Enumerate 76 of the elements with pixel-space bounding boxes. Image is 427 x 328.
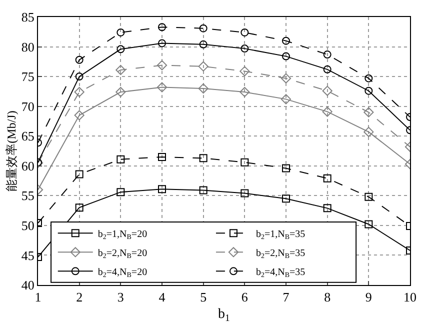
y-tick-label: 75 <box>21 69 34 84</box>
legend-label: b$_{2}$=4,N$_{B}$=35 <box>256 267 306 280</box>
point <box>282 36 290 45</box>
point <box>240 86 250 98</box>
y-tick-label: 65 <box>21 128 34 144</box>
point <box>158 23 166 32</box>
y-tick-label: 60 <box>21 158 34 174</box>
point <box>323 50 332 59</box>
x-tick-label: 10 <box>404 290 416 305</box>
point <box>116 188 125 196</box>
legend-label: b$_{2}$=4,N$_{B}$=20 <box>98 267 148 280</box>
point <box>323 174 332 182</box>
point <box>323 204 332 212</box>
point <box>364 107 374 118</box>
x-tick-label: 7 <box>282 290 290 305</box>
point <box>198 61 208 72</box>
point <box>240 158 249 166</box>
y-tick-label: 40 <box>21 278 34 293</box>
point <box>364 220 373 228</box>
point <box>158 185 166 194</box>
point <box>240 44 249 53</box>
point <box>116 64 126 76</box>
point <box>199 154 208 162</box>
point <box>240 66 250 76</box>
y-axis-title: 能量效率(Mb/J) <box>4 110 19 192</box>
point <box>116 28 125 36</box>
point <box>364 74 373 82</box>
point <box>322 86 332 96</box>
x-axis-title: b$_{1}$ <box>218 306 230 324</box>
point <box>198 83 208 94</box>
legend-label: b$_{2}$=1,N$_{B}$=35 <box>256 229 306 242</box>
y-tick-label: 70 <box>21 98 34 114</box>
point <box>240 189 249 198</box>
point <box>75 170 84 178</box>
point <box>74 86 84 98</box>
point <box>116 86 126 98</box>
x-tick-label: 1 <box>34 290 42 305</box>
point <box>199 186 208 194</box>
point <box>364 126 374 137</box>
point <box>364 86 373 95</box>
y-tick-label: 45 <box>21 248 34 263</box>
point <box>282 52 290 60</box>
point <box>280 94 292 104</box>
point <box>156 60 168 70</box>
point <box>323 65 332 74</box>
x-tick-label: 3 <box>117 290 124 305</box>
x-tick-label: 8 <box>324 290 331 305</box>
legend-label: b$_{2}$=2,N$_{B}$=20 <box>98 248 148 260</box>
x-tick-label: 6 <box>241 290 248 305</box>
y-tick-label: 85 <box>21 10 34 25</box>
point <box>158 152 166 161</box>
y-tick-label: 80 <box>21 39 34 54</box>
point <box>240 28 249 36</box>
point <box>74 110 84 120</box>
x-tick-label: 2 <box>76 290 83 305</box>
point <box>364 192 373 201</box>
x-tick-label: 5 <box>200 290 207 305</box>
point <box>116 155 125 164</box>
point <box>199 40 208 48</box>
point <box>158 39 166 48</box>
legend-label: b$_{2}$=1,N$_{B}$=20 <box>98 229 148 242</box>
legend-label: b$_{2}$=2,N$_{B}$=35 <box>256 248 306 260</box>
point <box>156 82 168 92</box>
point <box>75 72 84 81</box>
point <box>282 194 290 203</box>
point <box>116 45 125 54</box>
x-tick-label: 9 <box>365 290 372 305</box>
point <box>75 204 84 212</box>
y-tick-label: 55 <box>21 188 34 204</box>
point <box>75 56 84 64</box>
point <box>322 106 332 117</box>
point <box>199 24 208 32</box>
point <box>280 73 292 84</box>
y-tick-label: 50 <box>21 218 34 233</box>
x-tick-label: 4 <box>158 290 166 305</box>
point <box>282 164 290 172</box>
